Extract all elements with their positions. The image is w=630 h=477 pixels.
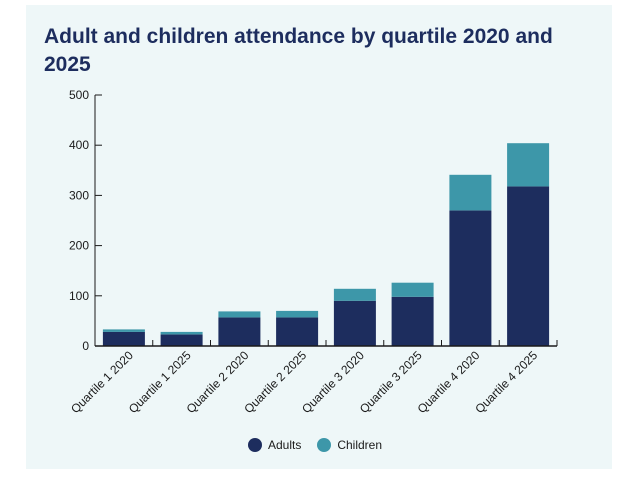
y-tick-label-200: 200 — [69, 239, 89, 253]
legend-swatch-adults — [247, 438, 262, 452]
bar-adults-2 — [160, 334, 203, 346]
y-tick-label-0: 0 — [82, 339, 89, 353]
bar-adults-6 — [391, 296, 434, 346]
bar-adults-5 — [333, 300, 376, 346]
legend-item-adults: Adults — [247, 438, 302, 452]
bar-children-7 — [449, 174, 492, 211]
x-tick-label-8: Quartile 4 2025 — [472, 348, 540, 416]
legend-swatch-children — [317, 438, 332, 452]
bar-children-4 — [276, 310, 319, 318]
bar-children-3 — [218, 311, 261, 318]
bar-adults-3 — [218, 317, 261, 346]
bar-adults-8 — [507, 186, 550, 346]
bar-children-6 — [391, 282, 434, 297]
y-tick-label-100: 100 — [69, 289, 89, 303]
bar-adults-7 — [449, 210, 492, 346]
bar-children-8 — [507, 143, 550, 187]
y-tick-label-300: 300 — [69, 188, 89, 202]
bar-adults-1 — [102, 331, 145, 346]
bar-children-1 — [102, 329, 145, 332]
legend-label-adults: Adults — [267, 438, 302, 452]
bar-adults-4 — [276, 317, 319, 346]
chart-legend: Adults Children — [0, 438, 630, 452]
y-tick-label-500: 500 — [69, 88, 89, 102]
legend-item-children: Children — [317, 438, 382, 452]
y-tick-label-400: 400 — [69, 138, 89, 152]
legend-label-children: Children — [337, 438, 383, 452]
bar-children-2 — [160, 331, 203, 335]
chart-title: Adult and children attendance by quartil… — [44, 25, 553, 76]
bar-children-5 — [333, 288, 376, 301]
